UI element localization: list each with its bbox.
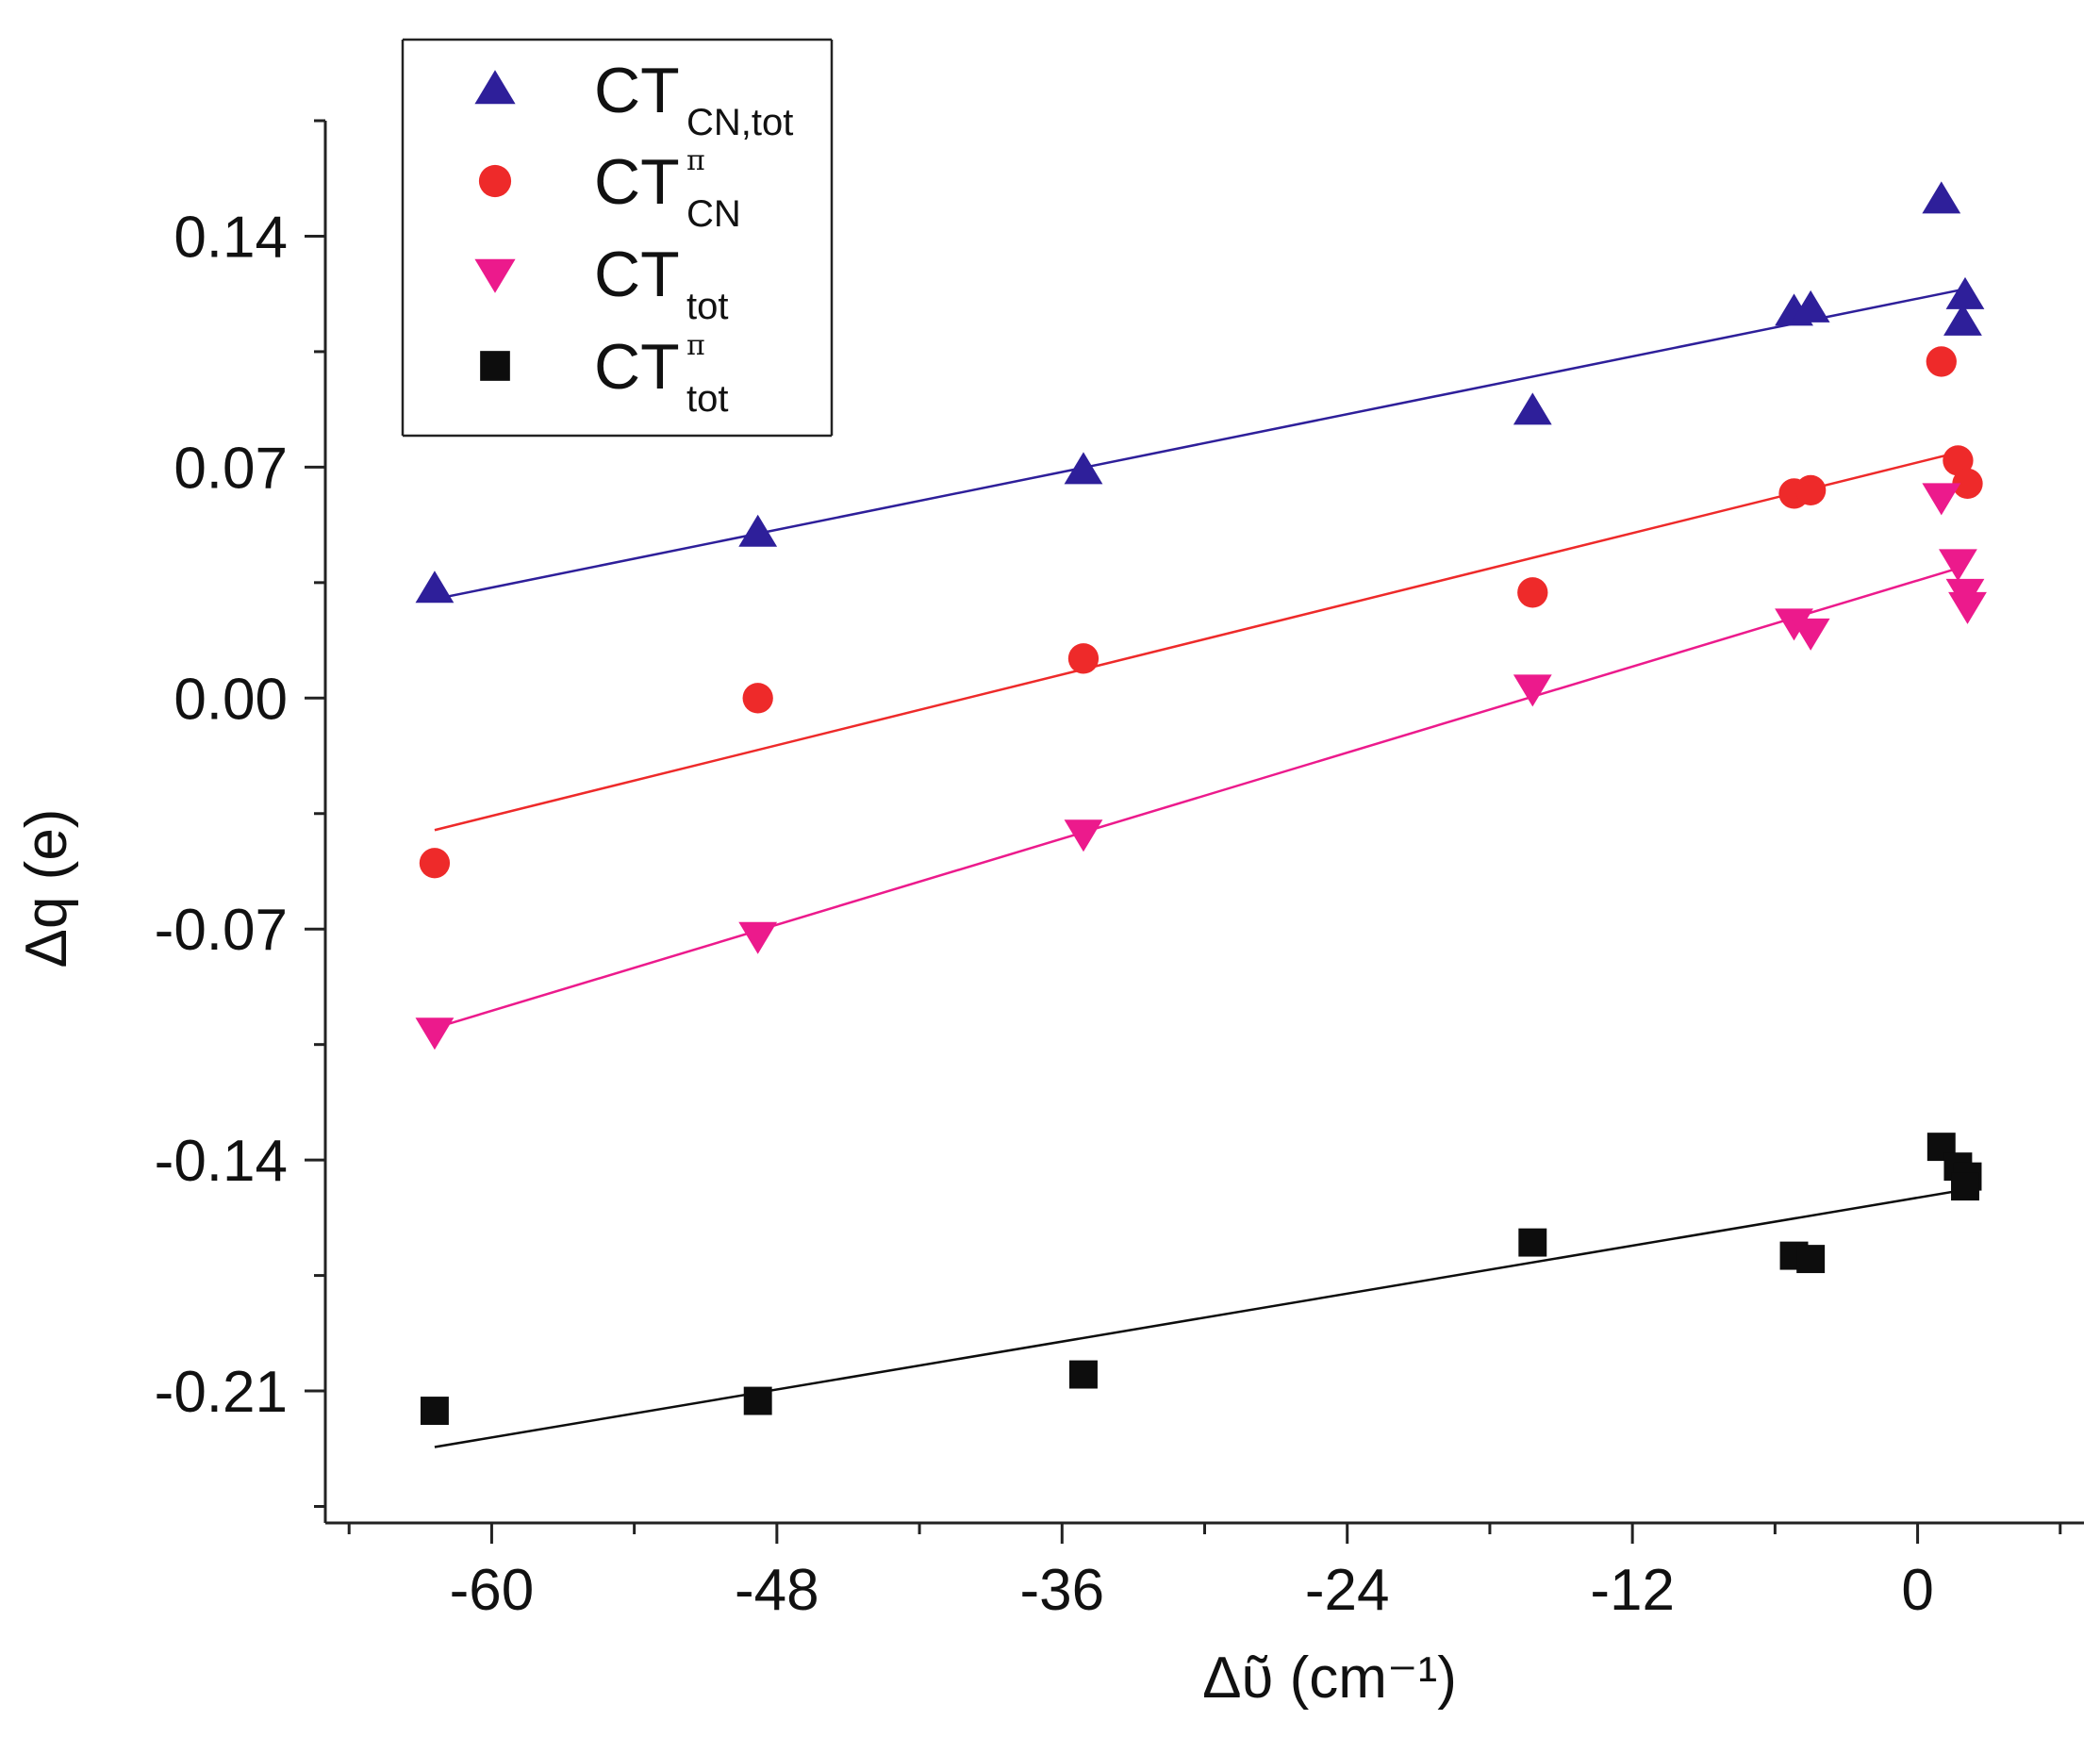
data-point: [1791, 618, 1830, 651]
y-tick-label: -0.07: [155, 898, 288, 963]
y-tick-label: -0.14: [155, 1129, 288, 1194]
data-points: [415, 181, 1987, 1425]
data-point: [1518, 1228, 1547, 1257]
data-point: [415, 1017, 455, 1050]
data-point: [1926, 346, 1957, 377]
data-point: [1922, 181, 1961, 214]
data-point: [1943, 303, 1982, 336]
circle-marker-icon: [478, 164, 512, 198]
x-tick-label: -24: [1305, 1558, 1390, 1623]
legend-label-superscript: π: [686, 329, 705, 362]
legend-item: CT tot: [474, 239, 728, 327]
data-point: [743, 1386, 772, 1415]
legend-label-name: CT: [594, 239, 680, 310]
data-point: [1922, 483, 1961, 516]
legend-item: CT π tot: [480, 329, 728, 420]
series-1-points: [419, 346, 1983, 879]
data-point: [1517, 577, 1548, 608]
y-tick-label: -0.21: [155, 1360, 288, 1425]
legend-label: CT: [594, 239, 680, 310]
series-3-points: [420, 1133, 1982, 1425]
data-point: [1795, 474, 1827, 506]
data-point: [1064, 452, 1103, 485]
fit-line-2: [434, 565, 1966, 1030]
legend-label-name: CT: [594, 55, 680, 126]
x-axis-title: Δῦ (cm⁻¹): [1202, 1646, 1457, 1711]
series-0-points: [415, 181, 1985, 604]
axes: -60 -48 -36 -24 -12 0 -0.21 -0.14 -0.07 0.00 0.07 0…: [155, 119, 2084, 1623]
legend-background: [403, 40, 832, 436]
legend-label-subscript: CN,tot: [686, 102, 793, 143]
y-tick-label: 0.00: [174, 667, 288, 732]
fit-line-3: [434, 1188, 1966, 1448]
data-point: [1067, 643, 1100, 674]
fit-lines: [434, 288, 1966, 1448]
data-point: [1948, 591, 1987, 624]
data-point: [738, 514, 778, 547]
data-point: [1064, 819, 1103, 852]
x-tick-label: -36: [1019, 1558, 1104, 1623]
legend-label-subscript: tot: [686, 378, 728, 420]
triangle-up-marker-icon: [474, 70, 516, 105]
data-point: [415, 571, 455, 604]
legend-label-subscript: tot: [686, 286, 728, 327]
legend-label-name: CT: [594, 331, 680, 403]
fit-line-1: [434, 449, 1966, 832]
data-point: [1951, 1172, 1979, 1201]
y-tick-label: 0.07: [174, 436, 288, 501]
data-point: [419, 848, 451, 879]
data-point: [420, 1397, 449, 1425]
x-tick-label: -12: [1590, 1558, 1675, 1623]
legend-item: CT CN,tot: [474, 55, 793, 143]
square-marker-icon: [480, 351, 510, 381]
data-point: [738, 921, 778, 954]
legend-item: CT π CN: [478, 144, 741, 235]
data-point: [1791, 290, 1830, 323]
legend-label: CT: [594, 55, 680, 126]
data-point: [1775, 608, 1813, 641]
legend-label-name: CT: [594, 146, 680, 218]
data-point: [742, 683, 773, 714]
x-tick-label: -48: [735, 1558, 819, 1623]
legend-label-superscript: π: [686, 144, 705, 177]
data-point: [1945, 276, 1985, 309]
data-point: [1952, 468, 1983, 500]
series-2-points: [415, 483, 1987, 1050]
data-point: [1943, 445, 1974, 476]
x-tick-label: -60: [450, 1558, 535, 1623]
y-axis-title: Δq (e): [14, 809, 79, 968]
legend-label-subscript: CN: [686, 193, 741, 235]
data-point: [1796, 1245, 1826, 1274]
data-point: [1513, 392, 1552, 425]
data-point: [1939, 549, 1977, 582]
legend-label: CT: [594, 331, 680, 403]
data-point: [1069, 1360, 1098, 1389]
triangle-down-marker-icon: [474, 258, 516, 293]
legend-label: CT: [594, 146, 680, 218]
data-point: [1513, 674, 1552, 707]
fit-line-0: [434, 288, 1966, 601]
y-tick-label: 0.14: [174, 205, 288, 270]
x-tick-label: 0: [1901, 1558, 1933, 1623]
